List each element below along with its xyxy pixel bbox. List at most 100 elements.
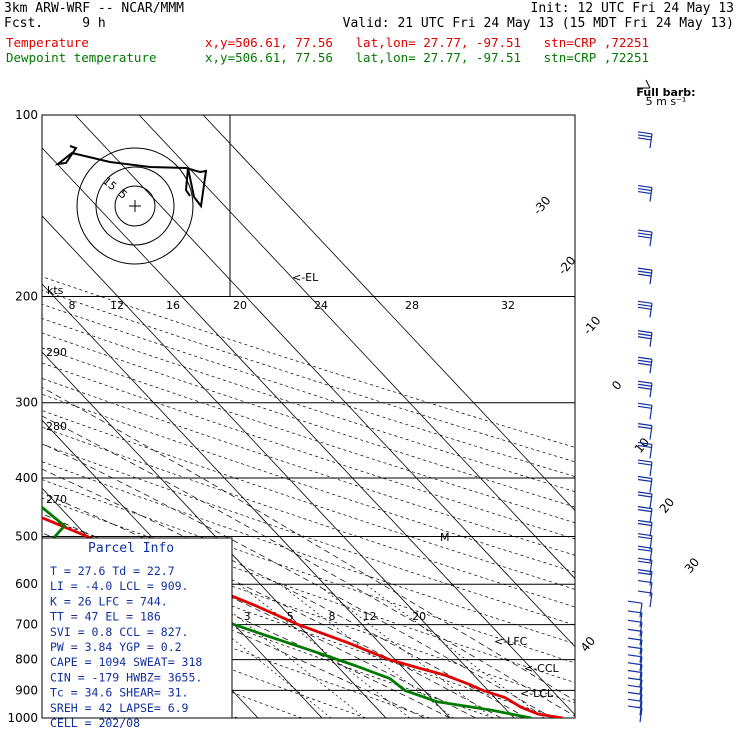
- m-marker: M: [440, 531, 450, 544]
- wind-barb-staff: [649, 582, 653, 597]
- pressure-tick-label: 800: [15, 653, 38, 667]
- mixing-ratio-label: 5: [287, 610, 294, 623]
- wind-barb-staff: [649, 444, 653, 459]
- dry-adiabat: [42, 410, 575, 590]
- pressure-tick-label: 500: [15, 529, 38, 543]
- isotherm-right-label: 30: [682, 555, 703, 576]
- dewpoint-profile: [42, 505, 532, 718]
- mixing-ratio-label: 8: [328, 610, 335, 623]
- wind-barb-staff: [639, 656, 643, 671]
- wind-barb-staff: [639, 648, 643, 663]
- wind-barb-flag: [637, 569, 653, 573]
- legend-temperature-location: x,y=506.61, 77.56 lat,lon= 27.77, -97.51…: [205, 35, 650, 50]
- wind-barb-flag: [637, 579, 653, 584]
- hodograph: 155 kts 8 12 16 20 24 28 32: [47, 115, 515, 312]
- wind-barb-staff: [649, 493, 653, 509]
- pressure-axis: 100 200 300 400 500 600 700 800 900 1000: [7, 108, 576, 725]
- wind-barb-flag: [637, 232, 652, 236]
- parcel-title: Parcel Info: [88, 541, 174, 556]
- init-time: Init: 12 UTC Fri 24 May 13: [530, 1, 735, 16]
- wind-barb-staff: [649, 383, 653, 398]
- wind-barb-flag: [637, 519, 653, 524]
- hodograph-speed-label: 32: [501, 299, 515, 312]
- parcel-row: Tc = 34.6 SHEAR= 31.: [50, 686, 188, 700]
- wind-barb-flag: [637, 267, 653, 271]
- wind-barb-flag: [627, 669, 643, 674]
- hodograph-ring-label: 15: [100, 174, 119, 193]
- isotherm-right-label: 20: [657, 495, 678, 516]
- hodograph-speed-label: 20: [233, 299, 247, 312]
- wind-barb-flag: [637, 506, 653, 510]
- wind-barb-staff: [639, 612, 643, 628]
- mixing-ratio-line: [316, 583, 493, 718]
- hodograph-ring-label: 5: [116, 187, 130, 201]
- wind-barb-flag: [627, 691, 643, 695]
- wind-barb-flag: [637, 303, 652, 307]
- wind-barb-staff: [649, 571, 653, 586]
- wind-barb-flag: [637, 336, 652, 340]
- wind-barb-staff: [649, 187, 653, 202]
- wind-barb-flag: [637, 333, 652, 337]
- mixing-ratio-line: [238, 583, 411, 718]
- legend-dewpoint-location: x,y=506.61, 77.56 lat,lon= 27.77, -97.51…: [205, 50, 650, 65]
- wind-barb-flag: [627, 610, 643, 614]
- parcel-row: CIN = -179 HWBZ= 3655.: [50, 670, 202, 684]
- mixing-ratio-label: 20: [412, 610, 426, 623]
- isotherm-line: [42, 283, 451, 718]
- mixing-ratio-line: [164, 583, 332, 718]
- forecast-hour: Fcst. 9 h: [4, 16, 106, 31]
- mixing-ratio-line: [196, 583, 366, 718]
- wind-barb-flag: [637, 356, 653, 360]
- dry-adiabat: [42, 576, 430, 718]
- pressure-tick-label: 900: [15, 683, 38, 697]
- wind-barb-staff: [649, 592, 653, 608]
- wind-barb-flag: [627, 654, 643, 658]
- legend-dewpoint-name: Dewpoint temperature: [6, 50, 157, 65]
- theta-left-label: 290: [46, 346, 67, 359]
- wind-barb-flag: [637, 386, 652, 390]
- wind-barb-flag: [627, 677, 643, 681]
- pressure-tick-label: 1000: [7, 711, 38, 725]
- wind-barb-staff: [649, 231, 653, 247]
- parcel-info-box: Parcel Info T = 27.6 Td = 22.7LI = -4.0 L…: [41, 537, 233, 730]
- wind-barb-staff: [639, 603, 643, 618]
- wind-barb-flag: [637, 131, 653, 135]
- pressure-tick-label: 200: [15, 290, 38, 304]
- wind-barb-flag: [637, 229, 653, 233]
- isotherm-line: [138, 115, 575, 580]
- moist-adiabat: [42, 532, 451, 718]
- wind-barb-flag: [637, 441, 653, 446]
- hodograph-speed-label: 28: [405, 299, 419, 312]
- wind-barb-flag: [627, 698, 643, 702]
- wind-barb-staff: [649, 535, 653, 550]
- wind-barb-flag: [627, 662, 643, 666]
- wind-barb-flag: [637, 462, 652, 466]
- wind-barb-flag: [637, 405, 652, 409]
- parcel-row: T = 27.6 Td = 22.7: [50, 564, 175, 578]
- wind-barb-flag: [637, 536, 652, 540]
- isotherm-right-label: 0: [609, 378, 625, 393]
- wind-barb-staff: [649, 270, 653, 285]
- wind-barb-flag: [637, 137, 652, 141]
- wind-barb-flag: [637, 300, 653, 304]
- hodograph-ring: [76, 147, 194, 265]
- wind-barb-staff: [649, 508, 653, 523]
- isotherm-right-label: 40: [578, 634, 599, 655]
- dry-adiabat: [42, 289, 575, 463]
- wind-barb-flag: [627, 646, 643, 650]
- mixing-ratio-label: 12: [363, 610, 377, 623]
- parcel-row: CAPE = 1094 SWEAT= 318: [50, 655, 202, 669]
- hodograph-speed-label: 16: [166, 299, 180, 312]
- theta-labels: 370380390400410420430440290280270: [46, 346, 67, 506]
- dry-adiabat: [42, 332, 575, 508]
- barb-legend-unit: 5 m s⁻¹: [646, 95, 687, 108]
- parcel-row: K = 26 LFC = 744.: [50, 594, 168, 608]
- wind-barb-flag: [637, 306, 652, 310]
- wind-barb-flag: [637, 330, 653, 334]
- wind-barb-flag: [637, 557, 653, 561]
- parcel-row: SVI = 0.8 CCL = 827.: [50, 625, 188, 639]
- wind-barb-flag: [637, 423, 653, 427]
- theta-left-label: 270: [46, 493, 67, 506]
- parcel-row: SREH = 42 LAPSE= 6.9: [50, 701, 189, 715]
